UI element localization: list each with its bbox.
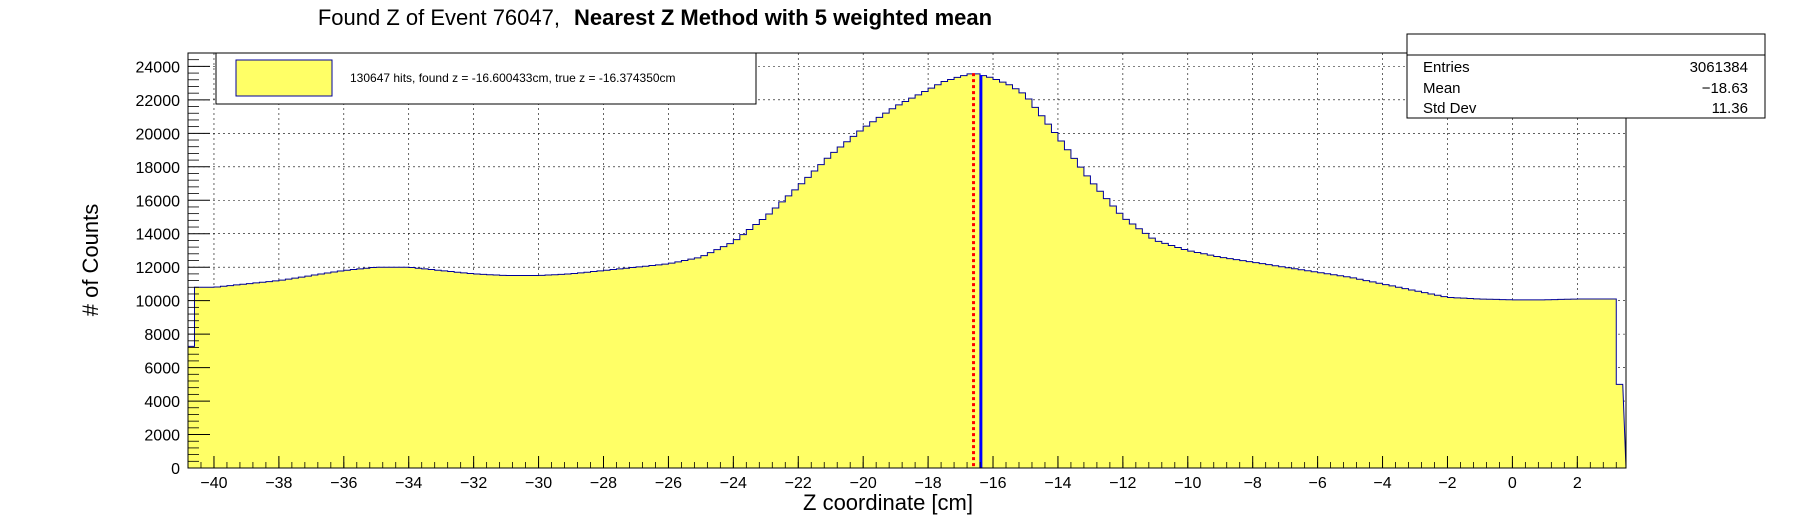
x-tick-label-3: −34 <box>395 475 422 492</box>
x-tick-label-15: −10 <box>1174 475 1201 492</box>
x-tick-label-1: −38 <box>265 475 292 492</box>
histogram-fill <box>187 73 1627 469</box>
y-tick-label-2: 4000 <box>144 394 180 411</box>
stats-stddev-label: Std Dev <box>1423 100 1477 117</box>
x-tick-label-2: −36 <box>330 475 357 492</box>
y-tick-label-9: 18000 <box>136 160 181 177</box>
chart-title-bold: Nearest Z Method with 5 weighted mean <box>574 5 992 30</box>
legend: 130647 hits, found z = -16.600433cm, tru… <box>215 52 757 105</box>
x-axis-ticks: −40 −38 −36 −34 −32 −30 −28 −26 −24 −22 −20 −18 −16−… <box>200 456 1617 492</box>
x-tick-label-4: −32 <box>460 475 487 492</box>
stats-mean-label: Mean <box>1423 80 1461 97</box>
y-tick-label-0: 0 <box>171 461 180 478</box>
x-tick-label-9: −22 <box>785 475 812 492</box>
y-axis-title: # of Counts <box>78 204 103 317</box>
y-tick-label-6: 12000 <box>136 260 181 277</box>
y-tick-label-8: 16000 <box>136 193 181 210</box>
x-tick-label-20: 0 <box>1508 475 1517 492</box>
y-tick-label-11: 22000 <box>136 93 181 110</box>
marker-lines <box>972 73 983 468</box>
x-tick-label-0: −40 <box>200 475 227 492</box>
y-axis-ticks: 0 2000 4000 6000 8000 10000 12000 14000 16000 180… <box>136 59 210 478</box>
stats-entries-label: Entries <box>1423 59 1470 76</box>
y-tick-label-7: 14000 <box>136 227 181 244</box>
stats-stddev-value: 11.36 <box>1712 100 1748 117</box>
x-tick-label-18: −4 <box>1373 475 1391 492</box>
stats-frame <box>1406 33 1766 119</box>
x-tick-label-17: −6 <box>1309 475 1327 492</box>
x-tick-label-7: −26 <box>655 475 682 492</box>
histogram-bars <box>187 73 1627 469</box>
x-tick-label-10: −20 <box>850 475 877 492</box>
stats-box: Entries 3061384 Mean −18.63 Std Dev 11.3… <box>1406 33 1766 119</box>
x-tick-label-21: 2 <box>1573 475 1582 492</box>
y-tick-label-5: 10000 <box>136 294 181 311</box>
x-tick-label-13: −14 <box>1044 475 1071 492</box>
x-tick-label-8: −24 <box>720 475 747 492</box>
y-tick-label-1: 2000 <box>144 428 180 445</box>
x-axis-title: Z coordinate [cm] <box>803 490 973 515</box>
legend-label: 130647 hits, found z = -16.600433cm, tru… <box>350 71 676 85</box>
x-tick-label-19: −2 <box>1438 475 1456 492</box>
legend-swatch <box>235 59 333 97</box>
chart-title-prefix: Found Z of Event 76047, <box>318 5 560 30</box>
y-tick-label-3: 6000 <box>144 361 180 378</box>
y-tick-label-12: 24000 <box>136 59 181 76</box>
y-tick-label-4: 8000 <box>144 327 180 344</box>
x-tick-label-12: −16 <box>979 475 1006 492</box>
stats-entries-value: 3061384 <box>1690 59 1748 76</box>
y-tick-label-10: 20000 <box>136 126 181 143</box>
stats-mean-value: −18.63 <box>1702 80 1748 97</box>
x-tick-label-14: −12 <box>1109 475 1136 492</box>
x-tick-label-11: −18 <box>915 475 942 492</box>
x-tick-label-5: −30 <box>525 475 552 492</box>
x-tick-label-16: −8 <box>1244 475 1262 492</box>
x-tick-label-6: −28 <box>590 475 617 492</box>
